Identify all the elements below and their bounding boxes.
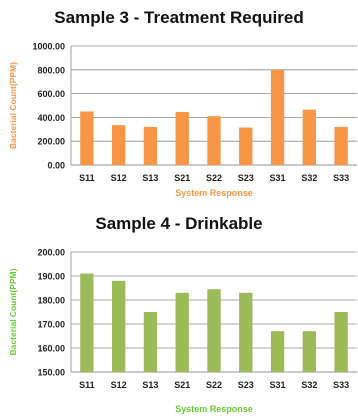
y-tick-label: 200.00 <box>37 248 65 258</box>
y-tick-label: 150.00 <box>37 368 65 378</box>
y-tick-label: 600.00 <box>37 89 65 99</box>
bar-s11 <box>80 111 94 165</box>
bar-s33 <box>334 126 348 165</box>
y-axis-title: Bacterial Count(PPM) <box>8 62 18 149</box>
x-tick-label: S31 <box>270 173 286 183</box>
bar-s31 <box>270 331 285 372</box>
x-tick-label: S11 <box>79 380 95 390</box>
y-tick-label: 170.00 <box>37 320 65 330</box>
y-tick-label: 160.00 <box>37 344 65 354</box>
chart-2-title: Sample 4 - Drinkable <box>95 214 263 233</box>
chart-2: 150.00 160.00 170.00 180.00 190.00 200.00 S11 S… <box>8 248 357 414</box>
y-tick-label: 800.00 <box>37 65 65 75</box>
bar-s12 <box>111 125 126 165</box>
y-tick-label: 180.00 <box>37 296 65 306</box>
bar-s21 <box>175 112 189 165</box>
x-tick-label: S33 <box>333 380 349 390</box>
x-tick-label: S13 <box>142 173 158 183</box>
bar-s22 <box>207 289 221 372</box>
bar-s31 <box>270 69 285 165</box>
bar-s23 <box>239 127 253 165</box>
bar-s22 <box>207 116 221 165</box>
x-tick-label: S23 <box>238 173 254 183</box>
x-tick-label: S21 <box>174 380 190 390</box>
bar-s23 <box>239 292 253 372</box>
bar-s11 <box>80 273 94 372</box>
x-tick-label: S12 <box>111 173 127 183</box>
y-tick-label: 400.00 <box>37 113 65 123</box>
y-tick-label: 0.00 <box>47 161 65 171</box>
x-tick-label: S32 <box>301 173 317 183</box>
chart-1: 0.00 200.00 400.00 600.00 800.00 1000.00 S11 S1… <box>8 42 357 198</box>
x-tick-label: S33 <box>333 173 349 183</box>
bar-s33 <box>334 312 348 372</box>
x-tick-label: S32 <box>301 380 317 390</box>
x-axis-title: System Response <box>175 404 253 414</box>
y-axis-title: Bacterial Count(PPM) <box>8 268 18 355</box>
x-axis-title: System Response <box>175 188 253 198</box>
bar-s32 <box>302 109 317 165</box>
x-tick-label: S12 <box>111 380 127 390</box>
y-tick-label: 1000.00 <box>32 42 65 52</box>
bar-s21 <box>175 292 189 372</box>
y-tick-label: 190.00 <box>37 272 65 282</box>
bar-s12 <box>111 280 126 372</box>
x-tick-label: S23 <box>238 380 254 390</box>
chart-1-title: Sample 3 - Treatment Required <box>54 8 304 27</box>
bar-s32 <box>302 331 317 372</box>
x-tick-label: S31 <box>270 380 286 390</box>
x-tick-label: S22 <box>206 173 222 183</box>
x-tick-label: S22 <box>206 380 222 390</box>
bar-s13 <box>143 126 158 165</box>
x-tick-label: S21 <box>174 173 190 183</box>
y-tick-label: 200.00 <box>37 137 65 147</box>
x-tick-label: S13 <box>142 380 158 390</box>
bar-s13 <box>143 312 158 372</box>
x-tick-label: S11 <box>79 173 95 183</box>
